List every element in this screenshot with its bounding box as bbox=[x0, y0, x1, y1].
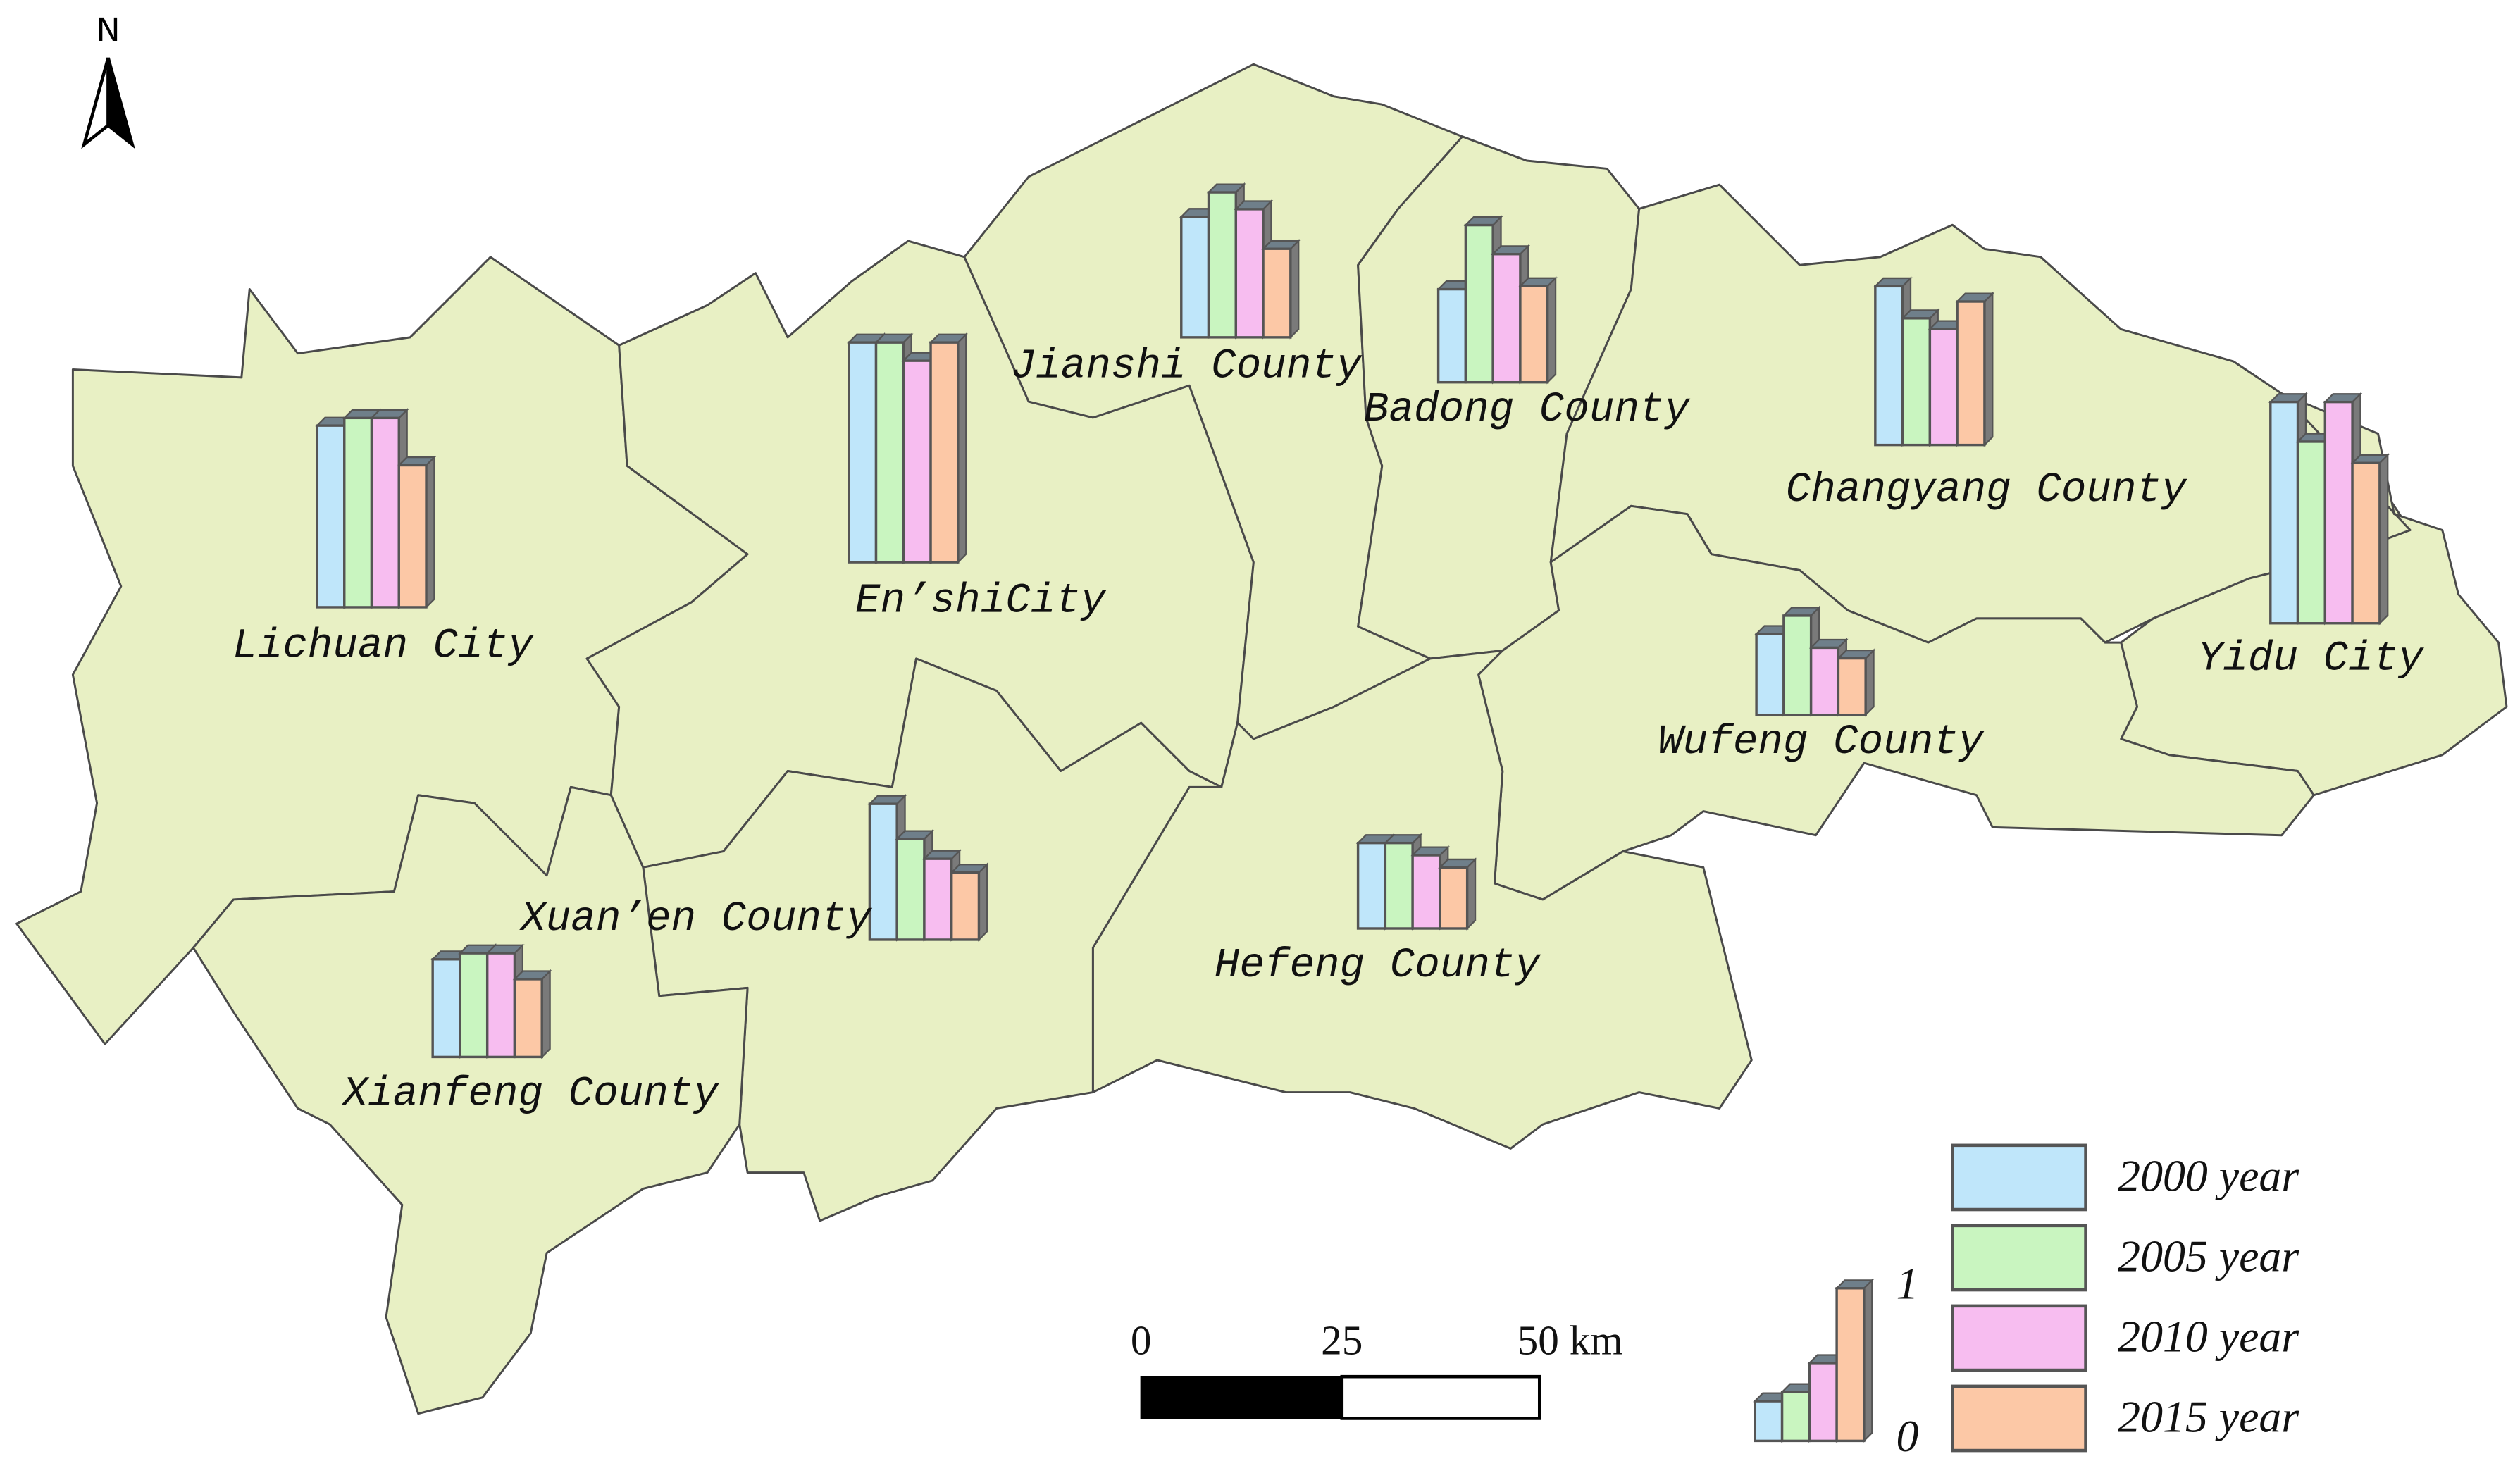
bar bbox=[1464, 223, 1494, 384]
bar bbox=[513, 978, 543, 1059]
bar bbox=[950, 871, 981, 941]
bar bbox=[1436, 287, 1467, 384]
bar bbox=[1837, 657, 1867, 716]
bar bbox=[1808, 1362, 1838, 1443]
bar bbox=[2351, 461, 2381, 625]
region-label: Changyang County bbox=[1786, 466, 2187, 514]
bar bbox=[2323, 400, 2354, 625]
bar bbox=[1755, 633, 1785, 716]
bar bbox=[1780, 1391, 1811, 1443]
bar bbox=[874, 341, 905, 564]
bar bbox=[895, 838, 926, 941]
bar bbox=[459, 952, 489, 1059]
bar bbox=[2269, 400, 2299, 625]
bar bbox=[485, 952, 516, 1059]
bar bbox=[1356, 841, 1387, 930]
bar bbox=[1809, 646, 1840, 716]
bar bbox=[868, 802, 898, 941]
region-label: Hefeng County bbox=[1215, 942, 1541, 989]
bar bbox=[1754, 1400, 1784, 1443]
bar bbox=[1901, 317, 1932, 447]
region-label: Badong County bbox=[1364, 386, 1691, 433]
bar bbox=[1411, 854, 1441, 930]
legend-label: 2000 year bbox=[2118, 1151, 2299, 1201]
legend-tick-label: 1 bbox=[1896, 1258, 1918, 1308]
bar bbox=[431, 958, 461, 1059]
bar bbox=[1956, 300, 1986, 447]
bar bbox=[929, 341, 960, 564]
north-label: N bbox=[96, 11, 120, 49]
bar bbox=[1384, 841, 1414, 930]
legend-swatch bbox=[1951, 1224, 2087, 1292]
charts: Lichuan City En’shiCity Jianshi CountyBado… bbox=[232, 182, 2425, 1461]
bar bbox=[343, 416, 373, 609]
region-label: Lichuan City bbox=[232, 622, 534, 669]
legend-label: 2005 year bbox=[2118, 1231, 2299, 1281]
region-label: Yidu City bbox=[2198, 635, 2425, 683]
legend-swatch bbox=[1951, 1143, 2087, 1212]
bar bbox=[397, 464, 428, 609]
bar bbox=[1439, 866, 1469, 930]
bar bbox=[1262, 247, 1292, 339]
legend-tick-label: 0 bbox=[1896, 1411, 1918, 1461]
bar bbox=[1519, 285, 1549, 384]
north-arrow-right bbox=[106, 57, 135, 149]
region-xianfeng bbox=[192, 785, 749, 1415]
legend-swatch bbox=[1951, 1304, 2087, 1372]
legend-label: 2015 year bbox=[2118, 1392, 2299, 1442]
bar bbox=[1234, 208, 1265, 339]
region-label: Xuan’en County bbox=[519, 895, 872, 943]
scale-label: 0 bbox=[1131, 1317, 1152, 1363]
bar bbox=[902, 359, 932, 564]
region-label: Wufeng County bbox=[1658, 719, 1985, 766]
north-arrow: N bbox=[81, 11, 135, 149]
bar bbox=[370, 416, 400, 609]
scale-bar bbox=[1140, 1374, 1541, 1420]
scale-bar-white bbox=[1340, 1374, 1541, 1420]
scale-label: 25 bbox=[1321, 1317, 1363, 1363]
bar bbox=[1874, 285, 1904, 447]
bar bbox=[2296, 440, 2327, 625]
bar bbox=[316, 424, 346, 609]
bar bbox=[1491, 253, 1522, 384]
scale-label: 50 km bbox=[1517, 1317, 1623, 1363]
bar bbox=[1782, 614, 1813, 716]
legend-swatch bbox=[1951, 1384, 2087, 1453]
scale-bar-black bbox=[1140, 1376, 1343, 1419]
bar bbox=[1835, 1287, 1866, 1443]
legend-label: 2010 year bbox=[2118, 1312, 2299, 1362]
bar bbox=[848, 341, 878, 564]
region-label: En’shiCity bbox=[855, 577, 1107, 624]
region-label: Jianshi County bbox=[1011, 343, 1363, 390]
bar bbox=[1928, 328, 1959, 447]
bar bbox=[1207, 191, 1238, 339]
bar bbox=[923, 857, 953, 941]
region-label: Xianfeng County bbox=[342, 1071, 720, 1118]
bar bbox=[1180, 216, 1210, 339]
